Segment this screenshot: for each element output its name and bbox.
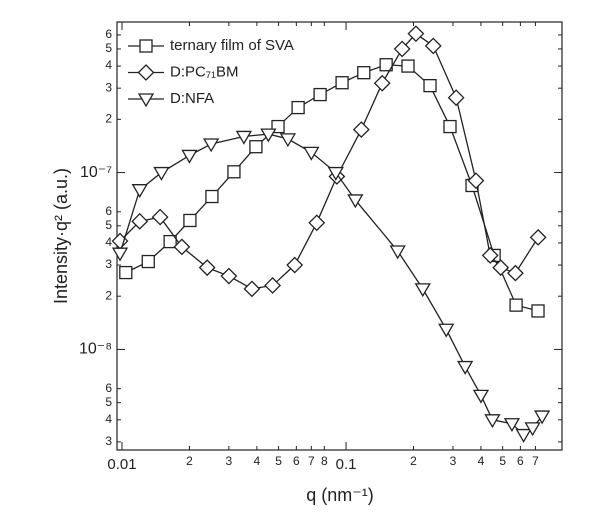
data-point xyxy=(515,428,532,443)
data-point xyxy=(529,228,547,246)
data-point xyxy=(484,414,501,429)
data-point xyxy=(524,422,541,437)
x-tick-label: 0.1 xyxy=(336,456,357,473)
data-point xyxy=(467,172,485,190)
data-point xyxy=(373,74,391,92)
data-point xyxy=(163,234,177,249)
x-tick-label: 7 xyxy=(308,454,315,468)
y-tick-label: 5 xyxy=(105,395,112,409)
legend-marker xyxy=(137,64,155,81)
data-point xyxy=(243,280,261,298)
data-point xyxy=(438,323,455,338)
data-point xyxy=(347,194,364,209)
y-tick-label: 2 xyxy=(105,111,112,125)
data-point xyxy=(533,410,551,425)
x-tick-label: 6 xyxy=(517,454,524,468)
x-tick-label: 0.01 xyxy=(107,456,136,473)
data-point xyxy=(327,166,344,181)
x-axis-label: q (nm⁻¹) xyxy=(306,485,374,505)
data-point xyxy=(141,254,155,269)
y-axis-label: Intensity·q² (a.u.) xyxy=(51,168,71,304)
data-point xyxy=(379,58,393,72)
data-point xyxy=(279,133,297,148)
legend-label: D:PC₇₁BM xyxy=(170,63,239,80)
legend-label: ternary film of SVA xyxy=(170,37,294,54)
data-point xyxy=(227,165,241,179)
data-point xyxy=(249,140,263,154)
x-tick-label: 7 xyxy=(532,454,539,468)
data-point xyxy=(506,264,524,282)
data-point xyxy=(119,265,133,280)
data-point xyxy=(203,138,220,153)
data-point xyxy=(401,59,415,73)
data-point xyxy=(423,79,437,93)
x-tick-label: 4 xyxy=(478,454,485,468)
data-point xyxy=(389,245,406,260)
y-tick-label: 6 xyxy=(105,204,112,218)
data-point xyxy=(509,298,523,312)
series-line xyxy=(119,32,539,290)
data-point xyxy=(286,256,304,274)
y-tick-label: 5 xyxy=(105,218,112,232)
x-tick-label: 5 xyxy=(499,454,506,468)
y-tick-label: 3 xyxy=(105,257,112,271)
data-point xyxy=(291,100,305,115)
data-point xyxy=(111,247,129,262)
data-point xyxy=(131,184,148,198)
x-tick-label: 2 xyxy=(186,454,193,468)
data-point xyxy=(260,128,277,143)
y-tick-label: 3 xyxy=(105,434,112,448)
data-point xyxy=(335,76,349,90)
data-point xyxy=(492,259,510,277)
y-tick-label: 10⁻⁷ xyxy=(80,164,112,181)
data-point xyxy=(205,189,219,204)
x-tick-label: 6 xyxy=(293,454,300,468)
y-tick-label: 4 xyxy=(105,58,112,72)
y-tick-label: 6 xyxy=(105,381,112,395)
y-tick-label: 5 xyxy=(105,41,112,55)
data-point xyxy=(153,166,170,181)
x-tick-label: 8 xyxy=(321,454,328,468)
data-point xyxy=(183,213,197,228)
data-point xyxy=(531,304,545,318)
legend-marker xyxy=(137,93,155,108)
data-point xyxy=(235,130,253,145)
data-point xyxy=(447,89,465,107)
y-tick-label: 4 xyxy=(105,412,112,426)
data-point xyxy=(313,87,327,102)
x-tick-label: 3 xyxy=(450,454,457,468)
data-point xyxy=(472,389,490,404)
data-point xyxy=(457,360,474,375)
y-tick-label: 3 xyxy=(105,80,112,94)
data-point xyxy=(308,214,326,232)
data-point xyxy=(264,277,282,294)
data-point xyxy=(503,418,521,433)
legend-label: D:NFA xyxy=(170,90,214,107)
y-tick-label: 10⁻⁸ xyxy=(79,341,112,358)
data-point xyxy=(303,146,320,161)
data-point xyxy=(443,119,457,134)
x-tick-label: 5 xyxy=(275,454,282,468)
data-point xyxy=(131,212,149,230)
data-point xyxy=(424,37,442,55)
data-point xyxy=(173,238,191,256)
legend-marker xyxy=(139,39,153,53)
data-point xyxy=(393,40,411,58)
y-tick-label: 2 xyxy=(105,288,112,302)
data-point xyxy=(181,149,198,164)
data-point xyxy=(198,259,216,277)
x-tick-label: 4 xyxy=(254,454,261,468)
data-point xyxy=(151,208,169,226)
y-tick-label: 4 xyxy=(105,235,112,249)
x-tick-label: 2 xyxy=(410,454,417,468)
data-point xyxy=(352,121,370,138)
data-point xyxy=(220,267,238,285)
y-tick-label: 6 xyxy=(105,27,112,41)
data-point xyxy=(481,247,499,264)
data-point xyxy=(414,283,431,298)
data-point xyxy=(407,25,425,43)
x-tick-label: 3 xyxy=(226,454,233,468)
data-point xyxy=(357,66,371,80)
